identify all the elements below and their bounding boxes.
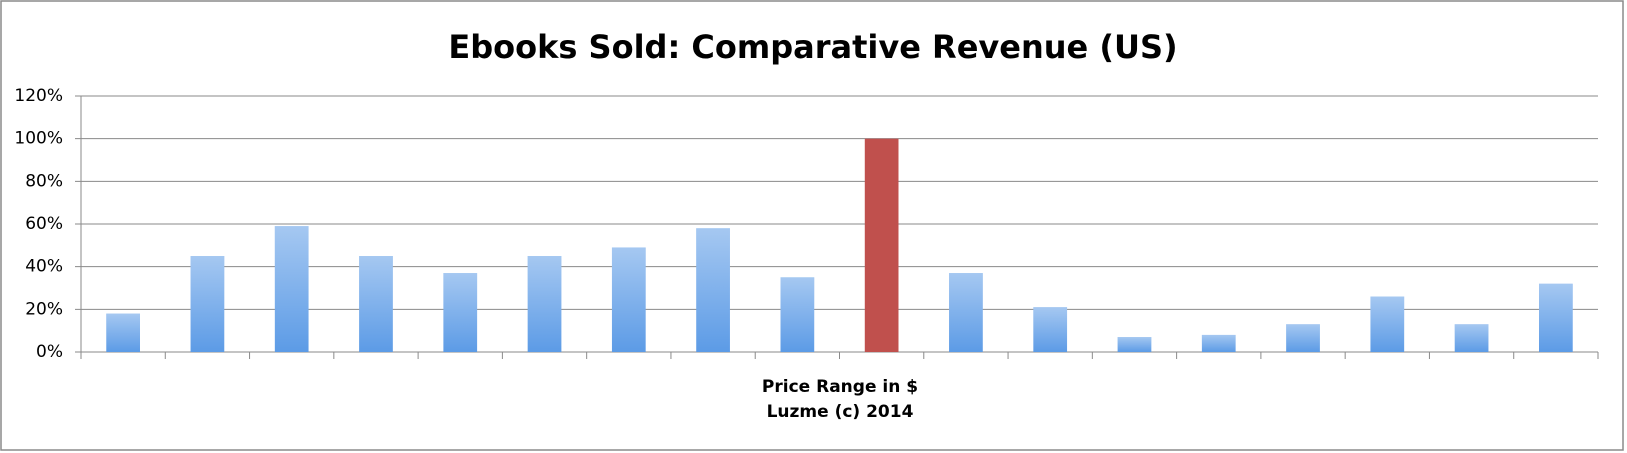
x-axis-title: Price Range in $ [762,377,918,397]
bar-shine [443,273,478,352]
x-axis-subtitle: Luzme (c) 2014 [767,402,914,422]
y-tick-label: 0% [36,342,63,362]
bar-shine [1117,337,1152,352]
bar-shine [949,273,983,352]
y-tick-label: 40% [25,257,63,277]
bar-shine [780,277,815,352]
bar-shine [190,256,225,352]
bar-shine [1454,324,1489,352]
y-tick-label: 80% [25,171,63,191]
bar-shine [359,256,393,352]
bar-shine [274,226,309,352]
bar-shine [1033,307,1068,352]
bar-shine [1539,283,1573,352]
bar-shine [106,313,140,352]
y-tick-label: 120% [14,86,63,106]
bar-shine [696,228,730,352]
y-tick-label: 100% [14,129,63,149]
bar-shine [1370,296,1405,352]
bar-shine [1286,324,1320,352]
y-tick-label: 60% [25,214,63,234]
bar-shine [527,256,562,352]
chart-title: Ebooks Sold: Comparative Revenue (US) [448,28,1177,66]
bar-shine [611,247,646,352]
y-tick-label: 20% [25,299,63,319]
bar-shine [1201,334,1236,352]
bar [864,138,899,352]
